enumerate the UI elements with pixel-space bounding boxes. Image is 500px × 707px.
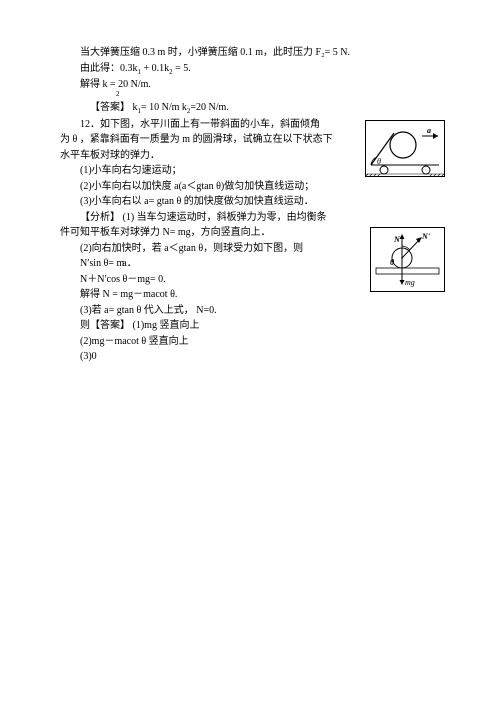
body-line: 为 θ ，紧靠斜面有一质量为 m 的圆滑球，试确立在以下状态下 [60, 132, 350, 148]
text-fragment: =20 N/m. [190, 102, 228, 113]
theta-label: θ [390, 258, 395, 267]
text-fragment: 【答案】 k [90, 102, 138, 113]
answer-line: (3)0 [60, 349, 350, 365]
text-fragment: + 0.1k [144, 63, 170, 74]
ground-hatch [366, 174, 444, 176]
list-item: (1)小车向右匀速运动； [60, 163, 350, 179]
body-line: 由此得：0.3k1 + 0.1k2 = 5. [60, 61, 445, 78]
answer-line: 则【答案】 (1)mg 竖直向上 [60, 318, 350, 334]
N-label: N [393, 235, 401, 244]
equation-line: N＋N′cos θ－mg= 0. [60, 272, 350, 288]
mg-label: mg [405, 278, 415, 287]
list-item: (3)若 a= gtan θ 代入上式， N=0. [60, 303, 350, 319]
lone-subscript: 2 [60, 89, 445, 100]
equation-line: N′sin θ= ma． [60, 256, 350, 272]
equation-line: 解得 N = mg－macot θ. [60, 287, 350, 303]
answer-line: 【答案】 k1= 10 N/m k2=20 N/m. [60, 100, 445, 117]
theta-label: θ [377, 157, 381, 166]
text-fragment: 由此得：0.3k [80, 63, 138, 74]
body-line: 12．如下图，水平川面上有一带斜面的小车，斜面倾角 [60, 117, 350, 133]
subscript: 1 [138, 68, 142, 76]
analysis-line: 【分析】 (1) 当车匀速运动时，斜板弹力为零，由均衡条 [60, 210, 350, 226]
list-item: (2)小车向右以加快度 a(a＜gtan θ)做匀加快直线运动； [60, 179, 350, 195]
answer-line: (2)mg－macot θ 竖直向上 [60, 334, 350, 350]
figure-free-body: N N' θ mg [370, 227, 445, 292]
figure-incline-cart: θ a [365, 120, 445, 177]
arrow-label: a [427, 126, 431, 135]
list-item: (3)小车向右以 a= gtan θ 的加快度做匀加快直线运动． [60, 194, 350, 210]
list-item: (2)向右加快时，若 a＜gtan θ，则球受力如下图，则 [60, 241, 350, 257]
body-line: 水平车板对球的弹力． [60, 148, 350, 164]
text-fragment: = 5. [175, 63, 191, 74]
text-fragment: = 10 N/m k [141, 102, 187, 113]
Nprime-label: N' [421, 232, 431, 241]
subscript: 2 [169, 68, 173, 76]
incline-cart-svg: θ a [366, 121, 444, 176]
body-line: 当大弹簧压缩 0.3 m 时，小弹簧压缩 0.1 m，此时压力 F₂= 5 N. [60, 45, 445, 61]
free-body-svg: N N' θ mg [371, 228, 444, 291]
